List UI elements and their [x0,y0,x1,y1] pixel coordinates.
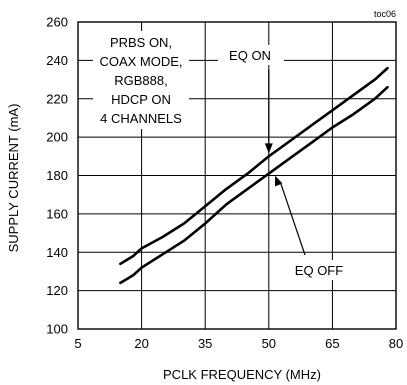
y-tick-label: 260 [46,15,68,30]
eq-on-arrowhead [264,143,273,154]
y-tick-label: 220 [46,91,68,106]
condition-line-5: 4 CHANNELS [100,111,182,126]
x-tick-label: 80 [389,336,403,351]
eq-on-label-backdrop [218,45,284,65]
series-label-eq-on: EQ ON [229,48,271,63]
conditions-note: PRBS ON, COAX MODE, RGB888, HDCP ON 4 CH… [99,35,182,126]
y-tick-label: 240 [46,53,68,68]
condition-line-1: PRBS ON, [110,35,172,50]
y-tick-label: 120 [46,283,68,298]
corner-label: toc06 [374,9,396,19]
callouts [264,70,306,256]
condition-line-3: RGB888, [114,73,167,88]
series-lines [119,66,389,285]
series-line-eq-on [119,66,389,266]
grid-lines [78,22,396,329]
series-label-eq-off: EQ OFF [295,263,343,278]
eq-off-pointer-line [279,181,306,256]
x-tick-label: 5 [74,336,81,351]
condition-line-4: HDCP ON [111,92,171,107]
x-tick-label: 20 [134,336,148,351]
x-axis-title: PCLK FREQUENCY (MHz) [163,367,321,382]
x-tick-label: 65 [325,336,339,351]
eq-off-label-backdrop [282,260,358,280]
conditions-backdrop [93,31,189,129]
y-tick-label: 200 [46,130,68,145]
y-tick-label: 180 [46,168,68,183]
series-line-eq-off [119,85,389,285]
plot-frame [77,21,397,330]
x-tick-label: 50 [262,336,276,351]
tick-labels: 5 20 35 50 65 80 100 120 140 160 180 200 220 240 260 [46,15,403,352]
eq-off-arrowhead [274,175,283,187]
x-tick-label: 35 [198,336,212,351]
condition-line-2: COAX MODE, [99,54,182,69]
y-axis-title: SUPPLY CURRENT (mA) [6,104,21,253]
y-tick-label: 140 [46,245,68,260]
y-tick-label: 160 [46,206,68,221]
y-tick-label: 100 [46,322,68,337]
